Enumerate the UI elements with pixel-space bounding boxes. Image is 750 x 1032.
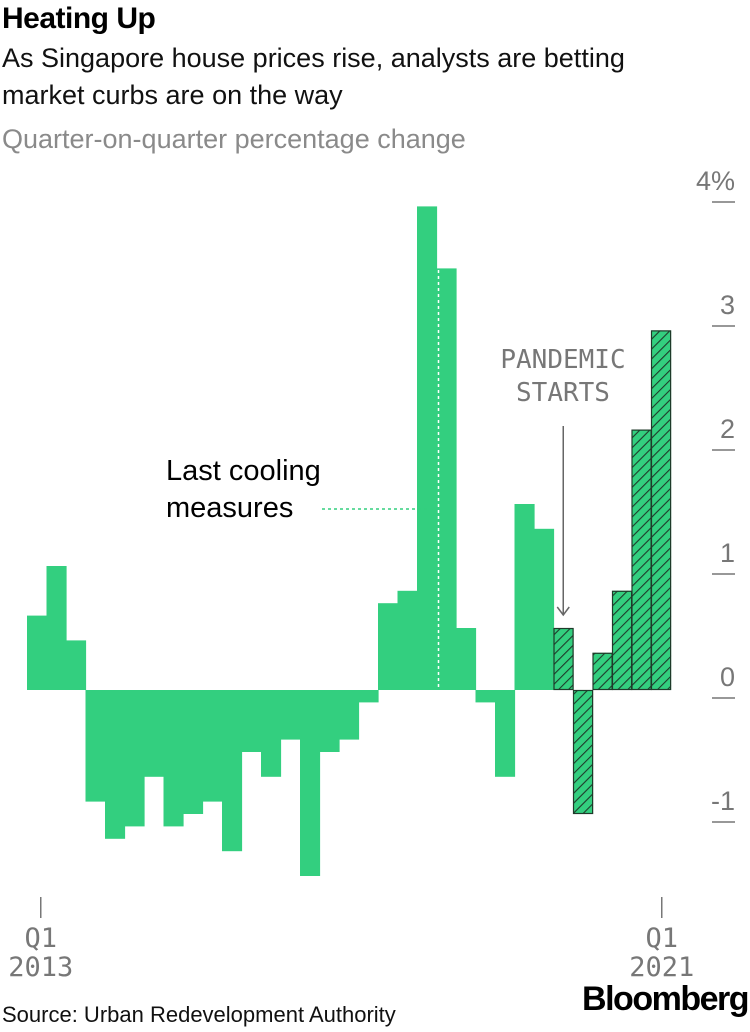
chart-title: Heating Up — [2, 2, 156, 35]
y-tick-label: 2 — [720, 414, 735, 444]
bar-q2-2018 — [436, 268, 457, 690]
pandemic-label: STARTS — [516, 378, 610, 408]
bar-q3-2020 — [612, 590, 633, 690]
bar-q1-2016 — [261, 690, 282, 777]
bar-q1-2017 — [339, 690, 360, 740]
hatch-outline — [553, 627, 574, 691]
cooling-measures-label: Last cooling — [166, 455, 321, 487]
bar-q2-2017 — [358, 690, 379, 703]
y-tick-label: 4% — [696, 166, 735, 196]
hatch-outline — [572, 689, 594, 815]
bar-q2-2014 — [124, 690, 145, 827]
bar-q1-2019 — [495, 690, 516, 777]
bar-q1-2013 — [27, 615, 48, 690]
bar-q2-2019 — [514, 504, 535, 690]
bar-q1-2014 — [105, 690, 126, 839]
x-tick-label-quarter: Q1 — [24, 923, 57, 954]
bar-q1-2020 — [573, 690, 594, 814]
y-tick-label: -1 — [711, 786, 735, 816]
bar-q4-2020 — [631, 429, 652, 690]
bar-q2-2016 — [280, 690, 301, 740]
bar-q3-2017 — [378, 603, 399, 690]
y-tick-label: 1 — [720, 538, 735, 568]
bar-q2-2013 — [46, 566, 67, 690]
bar-q4-2017 — [397, 590, 418, 690]
bar-q1-2015 — [183, 690, 204, 814]
bar-q4-2018 — [475, 690, 496, 703]
unit-label: Quarter-on-quarter percentage change — [2, 124, 466, 154]
x-tick-label-year: 2021 — [629, 952, 694, 983]
bar-q2-2015 — [202, 690, 223, 802]
bar-q4-2019 — [553, 628, 574, 690]
bar-q1-2018 — [417, 206, 438, 690]
pandemic-arrowhead — [556, 606, 570, 617]
bar-q4-2014 — [163, 690, 184, 827]
bar-q3-2014 — [144, 690, 165, 777]
bar-q3-2016 — [300, 690, 321, 876]
bar-q4-2016 — [319, 690, 340, 752]
x-tick-label-quarter: Q1 — [645, 923, 678, 954]
bar-q3-2013 — [66, 640, 87, 690]
bar-q4-2015 — [241, 690, 262, 752]
bloomberg-logo: Bloomberg — [582, 980, 749, 1018]
y-tick-label: 0 — [720, 662, 735, 692]
hatch-outline — [650, 330, 672, 691]
bar-q1-2021 — [651, 330, 672, 690]
x-tick-label-year: 2013 — [8, 952, 73, 983]
source-note: Source: Urban Redevelopment Authority — [2, 1002, 396, 1027]
y-tick-label: 3 — [720, 290, 735, 320]
bar-q4-2013 — [85, 690, 106, 802]
bar-q3-2018 — [456, 628, 477, 690]
chart-subtitle: As Singapore house prices rise, analysts… — [2, 43, 625, 110]
bar-q3-2019 — [534, 528, 555, 690]
bar-q3-2015 — [222, 690, 243, 852]
bar-q2-2020 — [592, 652, 613, 690]
pandemic-label: PANDEMIC — [500, 345, 625, 375]
cooling-measures-label: measures — [166, 492, 293, 524]
